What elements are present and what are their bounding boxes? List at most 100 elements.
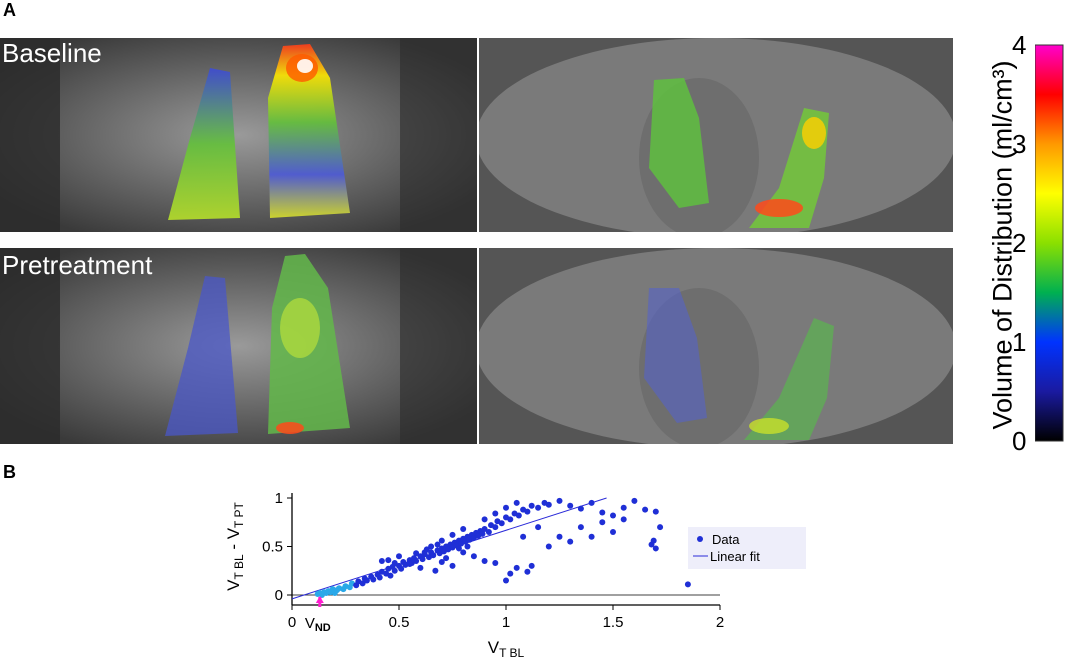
data-point xyxy=(359,580,366,587)
data-point xyxy=(567,502,574,509)
data-point xyxy=(376,574,383,581)
data-point xyxy=(449,562,456,569)
legend-fit-label: Linear fit xyxy=(710,549,760,564)
data-point xyxy=(413,550,420,557)
legend-box xyxy=(688,527,806,569)
data-point xyxy=(481,526,488,533)
data-point xyxy=(438,537,445,544)
data-point xyxy=(503,504,509,511)
colorbar-tick-label: 0 xyxy=(1012,426,1027,456)
data-point xyxy=(657,524,664,531)
data-point xyxy=(485,528,492,535)
data-point xyxy=(498,520,505,527)
x-tick-label: 1.5 xyxy=(603,614,624,631)
data-point xyxy=(507,516,514,523)
data-point xyxy=(620,516,627,523)
colorbar-tick-label: 1 xyxy=(1012,327,1027,357)
data-point xyxy=(642,506,649,513)
legend-data-marker xyxy=(697,536,703,542)
data-point xyxy=(423,546,430,553)
data-point xyxy=(479,530,486,537)
scatter-plot: 0 0.5 1 1.5 2 0 0.5 1 VND VT BL VT BL - VT PT Data L… xyxy=(224,490,806,660)
data-point xyxy=(413,558,420,565)
data-point xyxy=(460,526,467,533)
data-point xyxy=(428,543,435,550)
data-point xyxy=(610,528,616,535)
baseline-axial-svg xyxy=(479,38,953,232)
y-axis-label: VT BL - VT PT xyxy=(224,501,246,590)
data-point xyxy=(398,565,405,572)
data-point xyxy=(385,557,392,564)
y-tick-label: 0.5 xyxy=(262,539,283,556)
colorbar-rect xyxy=(1035,44,1064,442)
baseline-coronal-svg xyxy=(0,38,477,232)
data-point xyxy=(387,572,394,579)
data-point xyxy=(481,558,488,565)
x-tick-label: 0.5 xyxy=(389,614,410,631)
pretreatment-axial-image xyxy=(479,248,953,444)
data-point xyxy=(434,541,441,548)
pretreatment-coronal-svg xyxy=(0,248,477,444)
data-point xyxy=(599,509,606,516)
baseline-axial-image xyxy=(479,38,953,232)
vnd-label: VND xyxy=(305,615,331,634)
data-point xyxy=(492,524,499,531)
data-point xyxy=(513,499,520,506)
data-point xyxy=(438,559,445,566)
x-tick-label: 0 xyxy=(288,614,296,631)
data-point xyxy=(652,508,659,515)
data-point xyxy=(650,537,657,544)
x-tick-label: 1 xyxy=(502,614,510,631)
data-point xyxy=(684,581,691,588)
colorbar-tick-label: 2 xyxy=(1012,228,1027,258)
pretreatment-axial-svg xyxy=(479,248,953,444)
data-point xyxy=(545,543,552,550)
data-point xyxy=(599,519,606,526)
data-point xyxy=(464,543,471,550)
y-tick-label: 0 xyxy=(275,587,283,604)
pretreatment-coronal-image xyxy=(0,248,477,444)
data-point xyxy=(396,553,402,560)
x-axis-subscript: T BL xyxy=(499,646,524,660)
colorbar-tick-label: 3 xyxy=(1012,129,1027,159)
baseline-coronal-image xyxy=(0,38,477,232)
data-point xyxy=(588,533,595,540)
panel-b-letter: B xyxy=(3,462,16,482)
data-point xyxy=(363,577,370,584)
data-point xyxy=(430,552,437,559)
y-axis-subscript-2: T PT xyxy=(232,501,246,527)
data-point xyxy=(515,512,522,519)
data-point xyxy=(460,549,467,556)
data-point xyxy=(455,545,462,552)
colorbar xyxy=(1035,44,1064,442)
data-point xyxy=(631,497,638,504)
data-point xyxy=(620,504,627,511)
data-point xyxy=(391,559,398,566)
data-point xyxy=(378,558,385,565)
data-point xyxy=(449,531,456,538)
y-axis-mid: - V xyxy=(224,527,243,554)
data-point xyxy=(567,538,574,545)
data-point xyxy=(520,533,527,540)
data-point xyxy=(406,560,413,567)
data-point xyxy=(556,533,563,540)
data-point xyxy=(513,564,520,571)
data-point xyxy=(556,497,563,504)
data-point xyxy=(588,499,595,506)
data-point xyxy=(535,504,542,511)
data-point xyxy=(419,556,426,563)
baseline-label: Baseline xyxy=(2,38,102,68)
data-point xyxy=(507,570,514,577)
data-point xyxy=(481,516,488,523)
colorbar-tick-label: 4 xyxy=(1012,30,1027,60)
vnd-arrowhead xyxy=(315,596,324,603)
data-point xyxy=(417,564,424,571)
data-point xyxy=(545,501,552,508)
panel-a-letter: A xyxy=(3,0,16,20)
data-point xyxy=(370,576,377,583)
data-point xyxy=(432,567,439,574)
data-point xyxy=(503,577,509,584)
data-point xyxy=(528,562,535,569)
data-point xyxy=(610,512,616,519)
x-axis-label: VT BL xyxy=(488,638,525,660)
